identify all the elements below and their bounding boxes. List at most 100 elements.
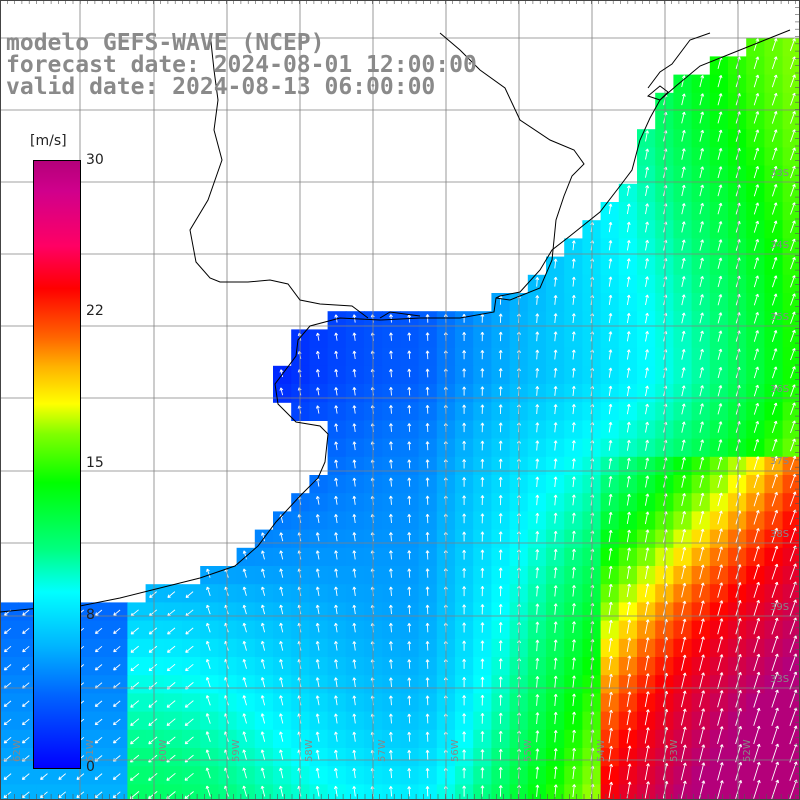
wind-cell (109, 784, 128, 800)
wind-arrow (645, 148, 650, 160)
wind-arrow (184, 772, 194, 781)
wind-arrow (571, 313, 576, 324)
wind-arrow (462, 440, 467, 451)
wind-arrow (771, 581, 779, 598)
wind-arrow (242, 604, 247, 615)
wind-arrow (699, 93, 705, 106)
wind-arrow (699, 330, 704, 342)
wind-arrow (462, 477, 467, 487)
wind-arrow (425, 350, 430, 360)
wind-arrow (205, 749, 211, 761)
wind-arrow (753, 689, 761, 708)
wind-arrow (771, 743, 779, 763)
wind-arrow (699, 148, 705, 160)
country-border (189, 32, 711, 319)
wind-arrow (789, 653, 798, 672)
wind-arrow (407, 495, 412, 505)
wind-arrow (553, 386, 558, 396)
wind-arrow (572, 747, 577, 761)
wind-arrow (789, 599, 797, 617)
wind-arrow (425, 332, 430, 341)
wind-arrow (608, 421, 613, 433)
wind-arrow (698, 762, 706, 781)
wind-arrow (626, 349, 631, 360)
wind-arrow (571, 385, 576, 396)
wind-arrow (425, 441, 430, 451)
wind-arrow (680, 726, 687, 744)
wind-arrow (205, 622, 211, 633)
wind-arrow (645, 276, 649, 287)
wind-arrow (553, 639, 558, 652)
wind-arrow (407, 386, 412, 396)
wind-arrow (644, 709, 650, 726)
wind-arrow (681, 528, 687, 543)
wind-arrow (185, 591, 194, 598)
wind-arrow (315, 640, 320, 651)
wind-arrow (753, 510, 760, 525)
wind-arrow (242, 640, 247, 651)
wind-arrow (462, 459, 467, 469)
wind-arrow (462, 586, 467, 597)
wind-arrow (753, 275, 759, 288)
wind-arrow (279, 586, 284, 596)
wind-arrow (699, 636, 705, 653)
wind-arrow (352, 641, 357, 651)
wind-arrow (260, 677, 266, 688)
wind-arrow (644, 745, 650, 762)
wind-cell (127, 657, 147, 676)
wind-arrow (462, 622, 467, 633)
forecast-date: forecast date: 2024-08-01 12:00:00 (6, 52, 477, 78)
wind-arrow (626, 601, 632, 616)
wind-cell (291, 784, 310, 800)
wind-arrow (717, 456, 723, 470)
wind-arrow (498, 567, 503, 579)
wind-arrow (790, 165, 796, 179)
wind-arrow (553, 603, 558, 615)
wind-arrow (699, 129, 705, 142)
wind-arrow (771, 707, 779, 726)
wind-arrow (626, 457, 631, 470)
wind-arrow (148, 772, 158, 781)
wind-arrow (480, 604, 485, 615)
wind-arrow (113, 700, 121, 707)
wind-arrow (553, 276, 558, 287)
wind-arrow (699, 510, 705, 525)
wind-arrow (462, 658, 467, 669)
wind-arrow (166, 645, 176, 653)
wind-arrow (771, 366, 778, 379)
wind-arrow (462, 331, 467, 341)
wind-arrow (352, 568, 357, 578)
wind-arrow (626, 312, 631, 324)
wind-arrow (535, 276, 540, 287)
wind-arrow (260, 749, 266, 761)
wind-arrow (753, 617, 761, 635)
wind-arrow (753, 92, 760, 106)
wind-arrow (681, 546, 687, 561)
wind-arrow (572, 621, 576, 634)
wind-arrow (771, 473, 778, 489)
wind-arrow (242, 568, 247, 578)
wind-arrow (753, 563, 760, 580)
wind-arrow (571, 349, 576, 360)
wind-arrow (462, 640, 467, 651)
wind-arrow (535, 331, 540, 342)
wind-arrow (425, 786, 430, 797)
wind-arrow (388, 695, 393, 706)
wind-arrow (279, 622, 284, 633)
wind-arrow (535, 567, 540, 579)
wind-arrow (425, 695, 430, 706)
wind-arrow (681, 239, 686, 251)
wind-arrow (626, 727, 632, 744)
wind-arrow (425, 713, 430, 724)
wind-arrow (113, 609, 121, 616)
wind-arrow (185, 627, 194, 635)
wind-arrow (645, 221, 650, 233)
wind-arrow (130, 627, 139, 635)
wind-arrow (149, 591, 157, 598)
latitude-label: 36S (770, 384, 789, 395)
wind-arrow (771, 761, 780, 781)
wind-arrow (184, 791, 194, 800)
wind-arrow (608, 313, 613, 324)
wind-arrow (790, 329, 796, 342)
wind-arrow (571, 404, 576, 415)
